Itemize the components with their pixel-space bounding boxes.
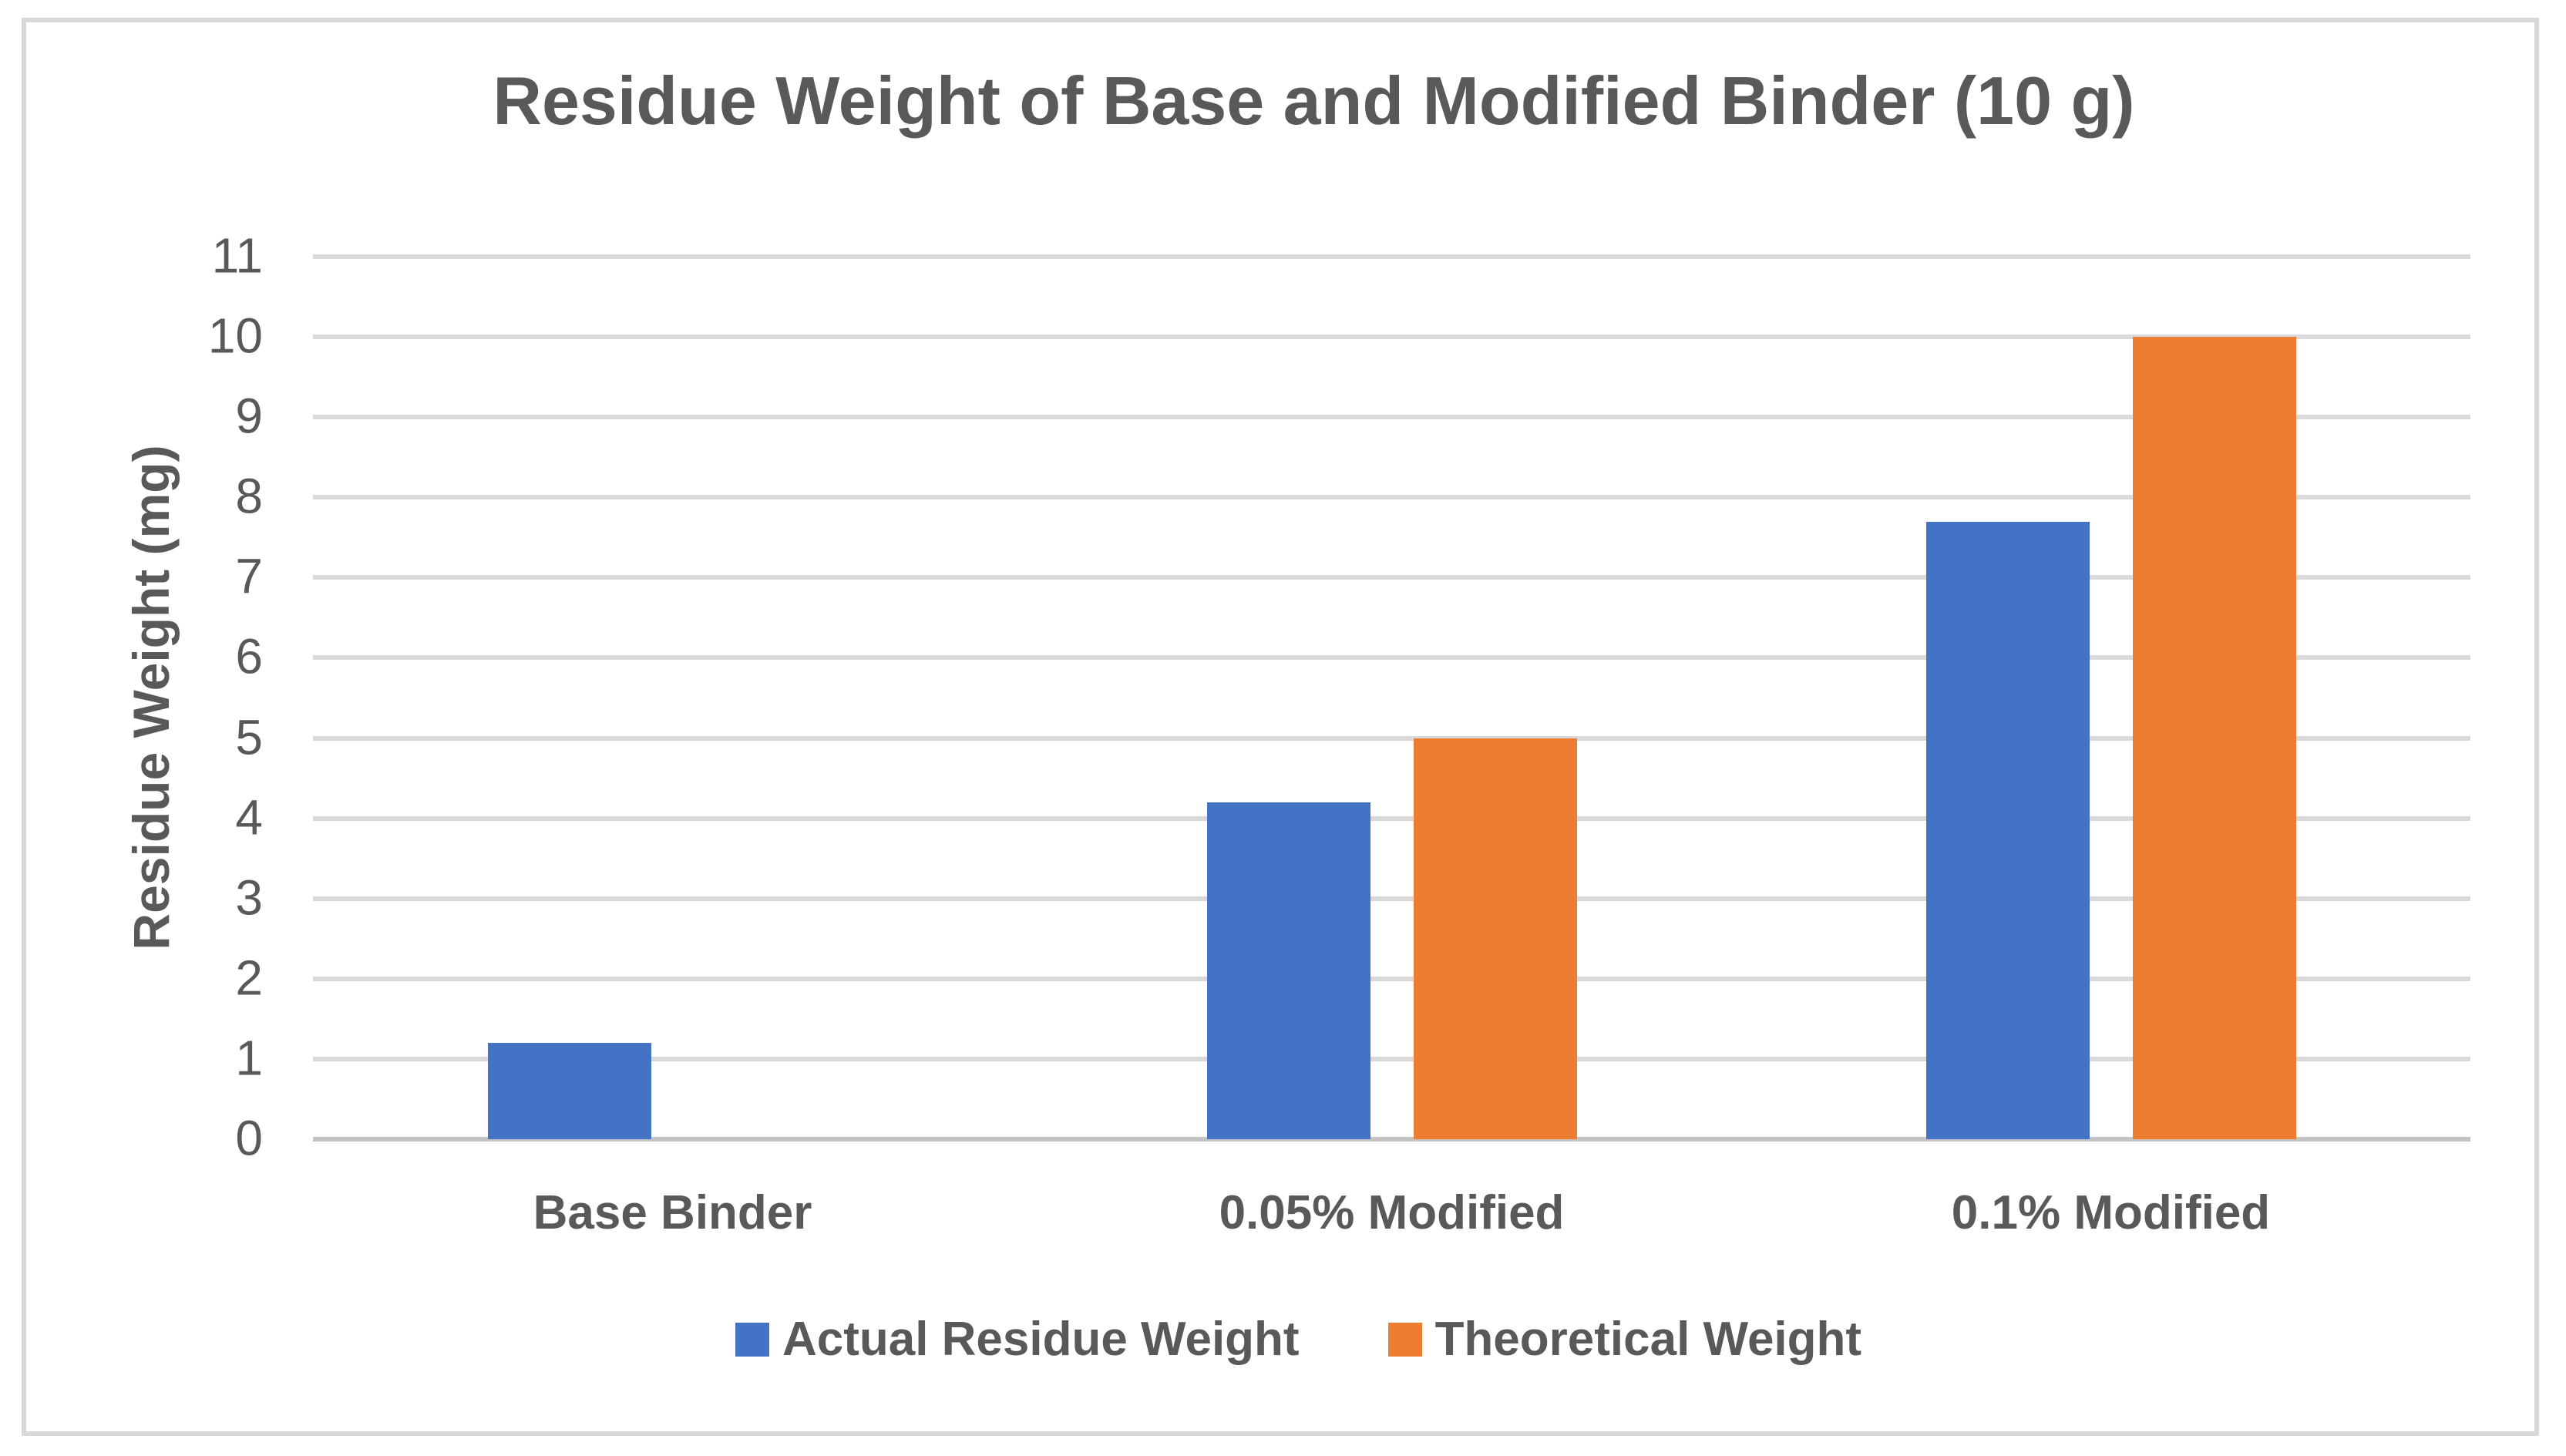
- legend: Actual Residue Weight Theoretical Weight: [31, 1312, 2566, 1367]
- y-tick-label-6: 6: [235, 629, 263, 685]
- y-tick-label-10: 10: [207, 308, 263, 364]
- gridline-y-3: [313, 896, 2470, 901]
- gridline-y-0: [313, 1137, 2470, 1142]
- y-tick-label-11: 11: [211, 227, 263, 284]
- gridline-y-11: [313, 254, 2470, 259]
- y-tick-label-1: 1: [235, 1030, 263, 1086]
- bar-actual-residue-weight-0-05-modified: [1206, 802, 1370, 1139]
- legend-swatch-theoretical-weight: [1387, 1322, 1422, 1357]
- legend-label-actual-residue-weight: Actual Residue Weight: [782, 1313, 1300, 1366]
- legend-swatch-actual-residue-weight: [735, 1322, 769, 1357]
- gridline-y-9: [313, 415, 2470, 420]
- bar-actual-residue-weight-base-binder: [487, 1043, 651, 1139]
- gridline-y-10: [313, 335, 2470, 340]
- chart-title: Residue Weight of Base and Modified Bind…: [493, 62, 2135, 139]
- legend-item-theoretical-weight: Theoretical Weight: [1387, 1312, 1862, 1367]
- legend-item-actual-residue-weight: Actual Residue Weight: [735, 1312, 1300, 1367]
- bar-actual-residue-weight-0-1-modified: [1925, 521, 2090, 1139]
- y-tick-label-0: 0: [235, 1110, 263, 1166]
- y-tick-label-2: 2: [235, 950, 263, 1006]
- category-label-base-binder: Base Binder: [533, 1186, 812, 1239]
- gridline-y-7: [313, 575, 2470, 580]
- y-tick-label-7: 7: [235, 549, 263, 605]
- plot-area: [313, 254, 2470, 1142]
- gridline-y-2: [313, 976, 2470, 981]
- gridline-y-1: [313, 1056, 2470, 1061]
- gridline-y-8: [313, 495, 2470, 500]
- category-label-0-1-modified: 0.1% Modified: [1951, 1186, 2271, 1239]
- legend-label-theoretical-weight: Theoretical Weight: [1434, 1313, 1862, 1366]
- y-tick-label-8: 8: [235, 468, 263, 524]
- y-tick-label-9: 9: [235, 388, 263, 444]
- category-label-0-05-modified: 0.05% Modified: [1219, 1186, 1565, 1239]
- y-tick-label-3: 3: [235, 869, 263, 926]
- gridline-y-6: [313, 655, 2470, 661]
- y-tick-label-4: 4: [235, 789, 263, 846]
- y-tick-label-5: 5: [235, 709, 263, 765]
- gridline-y-4: [313, 815, 2470, 821]
- chart-frame: [22, 18, 2539, 1436]
- bar-theoretical-weight-0-05-modified: [1413, 738, 1577, 1139]
- bar-theoretical-weight-0-1-modified: [2132, 337, 2296, 1139]
- gridline-y-5: [313, 735, 2470, 741]
